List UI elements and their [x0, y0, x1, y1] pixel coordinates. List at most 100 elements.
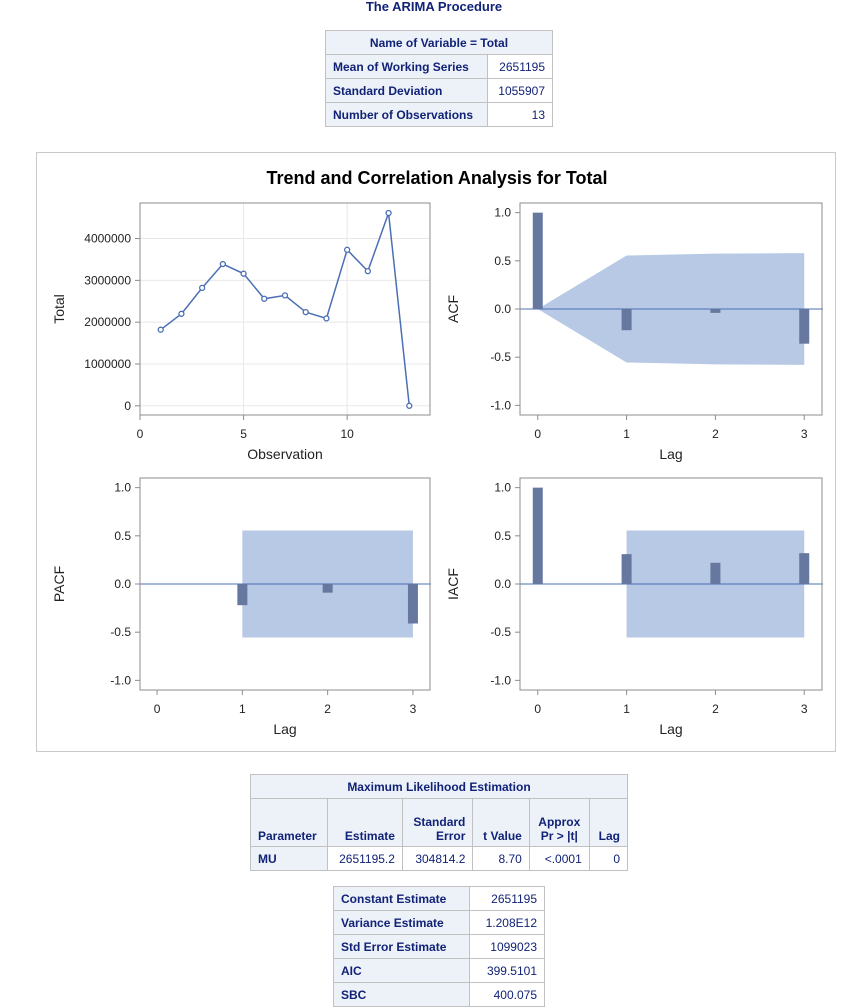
iacf-x-tick-label: 3 — [801, 702, 808, 716]
table-row: SBC 400.075 — [333, 982, 546, 1007]
trend-x-axis-label: Observation — [247, 446, 322, 462]
col-header-p-value: Approx Pr > |t| — [528, 798, 590, 847]
col-header-t-value: t Value — [472, 798, 530, 847]
acf-y-tick-label: -1.0 — [490, 398, 511, 412]
iacf-y-axis-label: IACF — [445, 568, 461, 600]
iacf-y-tick-label: 0.5 — [494, 529, 511, 543]
row-value: 399.5101 — [468, 958, 546, 983]
trend-data-point — [364, 268, 372, 275]
table-row: Std Error Estimate 1099023 — [333, 934, 546, 959]
trend-series-line — [160, 212, 411, 406]
row-label: Variance Estimate — [333, 910, 470, 935]
trend-data-point — [406, 402, 413, 409]
mle-table-header: Maximum Likelihood Estimation — [250, 774, 628, 799]
acf-y-tick-label: 0.5 — [494, 254, 511, 268]
t-value: 8.70 — [472, 846, 530, 871]
iacf-y-tick-label: -1.0 — [490, 673, 511, 687]
row-value: 2651195 — [468, 886, 546, 911]
trend-x-tick-label: 0 — [137, 427, 144, 441]
pacf-bar — [237, 584, 248, 606]
row-value: 1.208E12 — [468, 910, 546, 935]
trend-data-point — [281, 292, 289, 299]
row-label: Standard Deviation — [324, 78, 489, 103]
col-header-parameter: Parameter — [249, 798, 329, 847]
table-row: Variance Estimate 1.208E12 — [333, 910, 546, 935]
mle-table: Maximum Likelihood Estimation Parameter … — [249, 774, 629, 871]
iacf-y-tick-label: -0.5 — [490, 625, 511, 639]
col-header-line2: Error — [436, 829, 466, 843]
acf-x-tick-label: 0 — [534, 427, 541, 441]
pacf-x-tick-label: 3 — [410, 702, 417, 716]
fit-statistics-table: Constant Estimate 2651195 Variance Estim… — [333, 886, 546, 1007]
row-label: Std Error Estimate — [333, 934, 470, 959]
pacf-x-tick-label: 2 — [324, 702, 331, 716]
trend-correlation-panel: Trend and Correlation Analysis for Total… — [36, 152, 836, 752]
iacf-x-tick-label: 2 — [712, 702, 719, 716]
row-value: 1055907 — [487, 78, 553, 103]
acf-bar — [710, 309, 721, 313]
iacf-x-tick-label: 0 — [534, 702, 541, 716]
acf-x-tick-label: 1 — [623, 427, 630, 441]
col-header-line1: Standard — [413, 815, 466, 829]
pacf-bar — [322, 584, 333, 593]
iacf-bar — [621, 554, 632, 584]
summary-table-header: Name of Variable = Total — [325, 30, 553, 55]
trend-y-tick-label: 4000000 — [84, 232, 131, 246]
row-value: 400.075 — [468, 982, 546, 1007]
col-header-line1: Approx — [538, 815, 581, 829]
table-row: AIC 399.5101 — [333, 958, 546, 983]
trend-correlation-chart: Trend and Correlation Analysis for Total… — [51, 168, 823, 737]
trend-data-point — [178, 310, 185, 317]
trend-data-point — [219, 260, 227, 268]
procedure-title: The ARIMA Procedure — [365, 0, 503, 14]
acf-y-tick-label: -0.5 — [490, 350, 511, 364]
trend-plot-frame — [139, 202, 431, 416]
iacf-x-axis-label: Lag — [659, 721, 682, 737]
row-label: AIC — [333, 958, 470, 983]
acf-y-tick-label: 0.0 — [494, 302, 511, 316]
trend-x-tick-label: 10 — [340, 427, 354, 441]
pacf-y-tick-label: -0.5 — [110, 625, 131, 639]
table-row: Number of Observations 13 — [324, 102, 553, 127]
trend-data-point — [261, 295, 268, 302]
trend-y-tick-label: 1000000 — [84, 357, 131, 371]
table-row: MU 2651195.2 304814.2 8.70 <.0001 0 — [249, 846, 629, 871]
row-value: 1099023 — [468, 934, 546, 959]
pacf-bar — [407, 584, 418, 624]
acf-y-tick-label: 1.0 — [494, 206, 511, 220]
acf-x-tick-label: 3 — [801, 427, 808, 441]
col-header-line2: t Value — [483, 829, 522, 843]
pacf-x-tick-label: 0 — [154, 702, 161, 716]
row-label: SBC — [333, 982, 470, 1007]
pacf-x-tick-label: 1 — [239, 702, 246, 716]
col-header-line2: Lag — [598, 829, 620, 843]
trend-data-point — [198, 284, 206, 292]
lag-value: 0 — [588, 846, 629, 871]
trend-x-tick-label: 5 — [240, 427, 247, 441]
table-row: Mean of Working Series 2651195 — [324, 54, 553, 79]
pacf-y-tick-label: -1.0 — [110, 673, 131, 687]
iacf-bar — [799, 553, 810, 584]
p-value: <.0001 — [528, 846, 590, 871]
row-label: Mean of Working Series — [324, 54, 489, 79]
trend-y-tick-label: 0 — [124, 399, 131, 413]
iacf-x-tick-label: 1 — [623, 702, 630, 716]
col-header-estimate: Estimate — [327, 798, 403, 847]
iacf-bar — [710, 562, 721, 584]
trend-y-tick-label: 3000000 — [84, 273, 131, 287]
summary-table: Name of Variable = Total Mean of Working… — [324, 30, 553, 127]
col-header-line2: Parameter — [258, 829, 317, 843]
acf-bar — [799, 309, 810, 344]
table-row: Standard Deviation 1055907 — [324, 78, 553, 103]
trend-data-point — [343, 246, 351, 253]
pacf-y-axis-label: PACF — [51, 566, 67, 602]
trend-y-axis-label: Total — [51, 294, 67, 324]
trend-data-point — [240, 270, 247, 277]
row-label: Number of Observations — [324, 102, 489, 127]
pacf-y-tick-label: 0.5 — [114, 529, 131, 543]
iacf-bar — [532, 487, 543, 584]
trend-data-point — [157, 326, 164, 333]
col-header-line2: Pr > |t| — [540, 829, 578, 843]
acf-bar — [532, 212, 543, 309]
iacf-y-tick-label: 1.0 — [494, 481, 511, 495]
